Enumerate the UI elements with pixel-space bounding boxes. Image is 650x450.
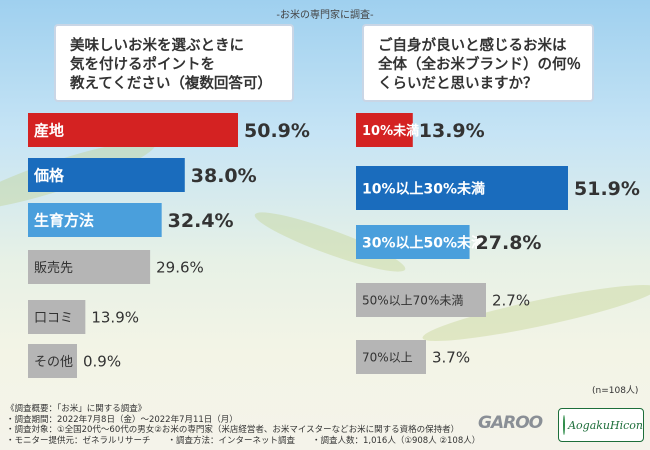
sample-size-note: (n=108人) xyxy=(592,386,639,396)
bar-1-3 xyxy=(356,283,486,317)
value-label-1-0: 13.9% xyxy=(419,120,485,142)
value-label-1-3: 2.7% xyxy=(492,292,530,310)
aogaku-logo-text: AogakuHicon xyxy=(568,418,643,432)
bar-1-4 xyxy=(356,340,426,374)
value-label-0-3: 29.6% xyxy=(156,259,204,277)
value-label-0-1: 38.0% xyxy=(191,165,257,187)
bar-1-0 xyxy=(356,113,413,147)
bar-1-2 xyxy=(356,225,470,259)
survey-footer: 《調査概要：「お米」に関する調査》 ・調査期間：2022年7月8日（金）～202… xyxy=(6,404,481,446)
value-label-0-5: 0.9% xyxy=(83,353,121,371)
right-question-box: ご自身が良いと感じるお米は 全体（全お米ブランド）の何％ くらいだと思いますか？ xyxy=(362,24,594,102)
aogaku-logo-mark xyxy=(563,415,566,435)
bar-label-0-4: 口コミ xyxy=(34,311,73,326)
bar-label-0-2: 生育方法 xyxy=(34,212,94,230)
bar-label-1-0: 10%未満 xyxy=(362,123,419,139)
bar-0-3 xyxy=(28,250,151,284)
value-label-1-4: 3.7% xyxy=(432,349,470,367)
value-label-1-1: 51.9% xyxy=(574,178,640,200)
bar-label-1-1: 10%以上30%未満 xyxy=(362,180,485,197)
aogaku-hicon-logo: AogakuHicon xyxy=(558,408,644,442)
value-label-0-0: 50.9% xyxy=(244,120,310,142)
bar-label-1-3: 50%以上70%未満 xyxy=(362,294,463,308)
bar-label-0-5: その他 xyxy=(34,355,73,370)
value-label-0-4: 13.9% xyxy=(91,309,139,327)
bar-0-0 xyxy=(28,113,238,147)
bar-label-0-3: 販売先 xyxy=(34,260,73,276)
garoo-logo: GAROO xyxy=(478,413,543,433)
value-label-0-2: 32.4% xyxy=(168,210,234,232)
left-question-box: 美味しいお米を選ぶときに 気を付けるポイントを 教えてください（複数回答可） xyxy=(54,24,294,102)
bar-1-1 xyxy=(356,166,568,210)
bar-label-0-0: 産地 xyxy=(34,122,64,140)
bar-label-1-4: 70%以上 xyxy=(362,351,413,365)
bar-0-1 xyxy=(28,158,185,192)
header-subtitle: -お米の専門家に調査- xyxy=(276,10,374,21)
bar-0-4 xyxy=(28,300,86,334)
value-label-1-2: 27.8% xyxy=(476,232,542,254)
bar-label-1-2: 30%以上50%未満 xyxy=(362,234,485,251)
bar-label-0-1: 価格 xyxy=(33,167,65,185)
bar-0-2 xyxy=(28,203,162,237)
bar-0-5 xyxy=(28,344,77,378)
